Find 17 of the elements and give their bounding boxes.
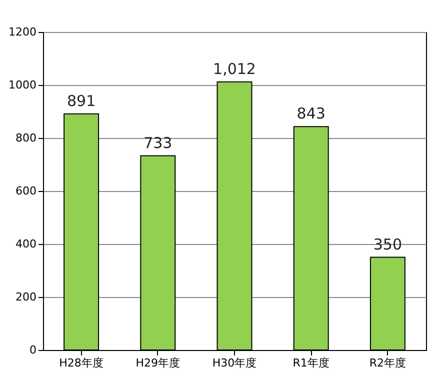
x-tick-label: H29年度 — [136, 356, 180, 370]
y-tick-label: 200 — [16, 290, 36, 304]
y-tick-label: 600 — [16, 184, 36, 198]
x-tick-label: H28年度 — [59, 356, 104, 370]
x-tick-label: R1年度 — [292, 356, 330, 370]
data-label: 350 — [373, 235, 402, 254]
data-label: 843 — [296, 104, 326, 123]
x-tick-label: H30年度 — [212, 356, 257, 370]
data-label: 733 — [144, 134, 172, 152]
data-label: 1,012 — [213, 60, 256, 78]
y-tick-label: 0 — [30, 344, 36, 356]
y-tick-label: 400 — [16, 238, 36, 250]
y-tick-label: 800 — [16, 132, 36, 144]
x-tick-label: R2年度 — [369, 356, 406, 370]
y-tick-label: 1000 — [8, 78, 36, 92]
y-tick-label: 1200 — [8, 26, 36, 38]
data-label: 891 — [66, 92, 96, 110]
